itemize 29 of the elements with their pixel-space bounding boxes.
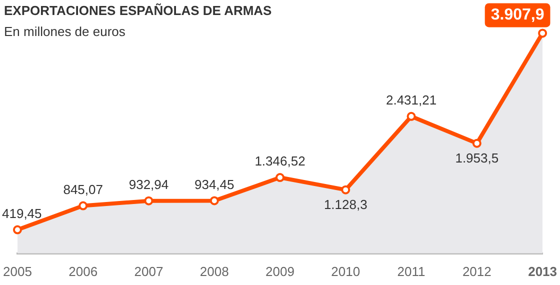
data-label: 1.346,52 bbox=[254, 154, 306, 169]
data-label: 2.431,21 bbox=[386, 92, 437, 108]
data-label: 845,07 bbox=[63, 182, 103, 197]
data-label: 419,45 bbox=[2, 206, 42, 221]
data-label: 932,94 bbox=[128, 176, 169, 192]
x-tick-label: 2008 bbox=[200, 264, 229, 279]
x-tick-label: 2012 bbox=[462, 264, 492, 279]
point bbox=[144, 196, 154, 206]
point bbox=[406, 112, 416, 121]
chart-subtitle: En millones de euros bbox=[4, 24, 126, 39]
point bbox=[276, 173, 284, 182]
x-tick-label: 2009 bbox=[266, 264, 294, 279]
point bbox=[341, 185, 350, 194]
data-label: 934,45 bbox=[194, 176, 234, 192]
point bbox=[78, 201, 88, 210]
data-label: 3.907,9 bbox=[490, 6, 544, 24]
point bbox=[538, 28, 548, 38]
x-tick-label: 2010 bbox=[331, 264, 360, 279]
chart-title: EXPORTACIONES ESPAÑOLAS DE ARMAS bbox=[4, 3, 272, 18]
x-tick-label: 2013 bbox=[528, 264, 557, 279]
x-tick-label: 2005 bbox=[3, 264, 32, 279]
data-label: 1.128,3 bbox=[324, 196, 368, 212]
x-tick-label: 2011 bbox=[397, 264, 426, 279]
x-tick-label: 2006 bbox=[68, 264, 98, 279]
x-tick-label: 2007 bbox=[134, 264, 164, 279]
data-label: 1.953,5 bbox=[455, 150, 499, 166]
point bbox=[12, 225, 22, 234]
point bbox=[472, 138, 482, 148]
point bbox=[210, 196, 219, 206]
